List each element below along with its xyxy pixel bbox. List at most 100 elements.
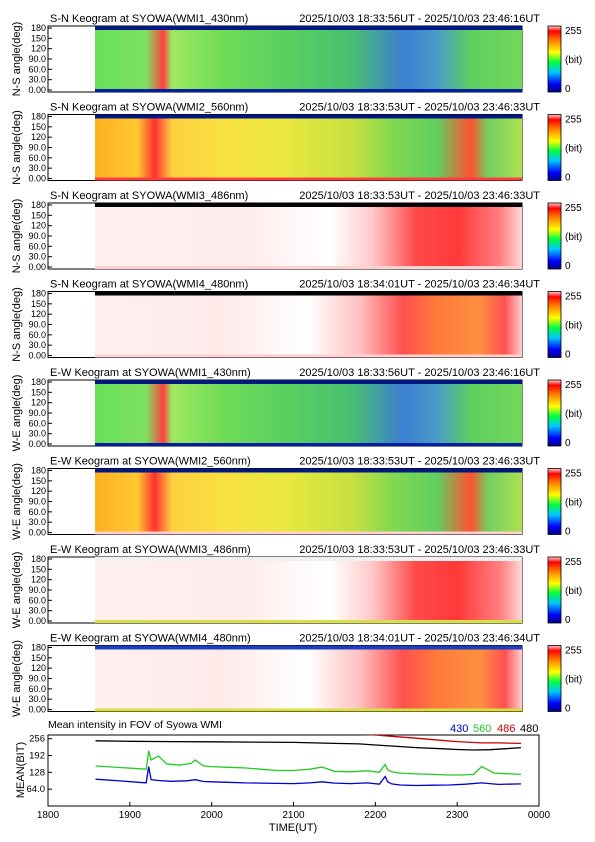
- colorbar-max: 255: [565, 469, 582, 480]
- keogram-bottom-band: [95, 89, 522, 92]
- chart-series: [95, 735, 522, 787]
- y-tick-label: 30.0: [28, 252, 46, 262]
- y-tick-label: 90.0: [28, 231, 46, 241]
- x-tick-label: 0000: [528, 810, 551, 821]
- panel-ylabel: W-E angle(deg): [11, 552, 23, 629]
- y-tick-label: 180: [31, 289, 46, 299]
- colorbar-max: 255: [565, 115, 582, 126]
- y-tick-label: 180: [31, 112, 46, 122]
- chart-ticks: 1800 1900 2000 2100 2200 2300 0000 64.0 128 192 25…: [27, 734, 551, 821]
- y-tick-label: 150: [31, 210, 46, 220]
- keogram-top-band: [95, 468, 522, 473]
- panel-ylabel: W-E angle(deg): [11, 463, 23, 540]
- mean-intensity-chart: Mean intensity in FOV of Syowa WMI 430 5…: [15, 719, 551, 834]
- keogram-bottom-band: [95, 708, 522, 712]
- colorbar-unit: (bit): [565, 586, 582, 597]
- legend-label-560: 560: [473, 723, 491, 735]
- y-tick-label: 30.0: [28, 340, 46, 350]
- panel-ylabel: N-S angle(deg): [11, 22, 23, 97]
- y-tick-label: 180: [31, 554, 46, 564]
- keogram-image: [95, 645, 522, 712]
- y-tick-label: 90.0: [28, 408, 46, 418]
- x-tick-label: 2000: [201, 810, 224, 821]
- y-tick-label: 60.0: [28, 507, 46, 517]
- y-tick-label: 90.0: [28, 674, 46, 684]
- y-tick-label: 120: [31, 132, 46, 142]
- y-tick-label: 60.0: [28, 241, 46, 251]
- y-tick-label: 256: [29, 734, 45, 745]
- colorbar-unit: (bit): [565, 144, 582, 155]
- keogram-panel-7: E-W Keogram at SYOWA(WMI3_486nm) 2025/10/…: [11, 544, 582, 628]
- panel-time-range: 2025/10/03 18:33:53UT - 2025/10/03 23:46…: [299, 190, 540, 202]
- y-tick-label: 0.00: [28, 174, 46, 184]
- y-tick-label: 150: [31, 299, 46, 309]
- keogram-top-band: [95, 26, 522, 30]
- keogram-top-band: [95, 645, 522, 650]
- colorbar-min: 0: [565, 173, 571, 184]
- colorbar: [547, 291, 562, 358]
- y-tick-label: 60.0: [28, 595, 46, 605]
- keogram-image: [95, 468, 522, 535]
- keogram-image: [95, 291, 522, 358]
- keogram-panel-5: E-W Keogram at SYOWA(WMI1_430nm) 2025/10/…: [11, 367, 582, 451]
- panel-title: S-N Keogram at SYOWA(WMI2_560nm): [50, 102, 248, 114]
- y-tick-label: 90.0: [28, 497, 46, 507]
- y-tick-label: 0.00: [28, 85, 46, 95]
- y-tick-label: 30.0: [28, 163, 46, 173]
- colorbar-min: 0: [565, 261, 571, 272]
- keogram-panel-8: E-W Keogram at SYOWA(WMI4_480nm) 2025/10/…: [11, 633, 582, 717]
- chart-title: Mean intensity in FOV of Syowa WMI: [48, 719, 222, 731]
- colorbar-unit: (bit): [565, 232, 582, 243]
- panel-time-range: 2025/10/03 18:33:53UT - 2025/10/03 23:46…: [299, 102, 540, 114]
- y-tick-label: 30.0: [28, 694, 46, 704]
- y-tick-label: 150: [31, 33, 46, 43]
- keogram-panel-1: S-N Keogram at SYOWA(WMI1_430nm) 2025/10/…: [11, 13, 582, 96]
- x-tick-label: 2100: [282, 810, 305, 821]
- colorbar: [547, 379, 562, 447]
- y-tick-label: 0.00: [28, 616, 46, 626]
- colorbar: [547, 556, 562, 624]
- y-tick-label: 180: [31, 23, 46, 33]
- keogram-image: [95, 203, 522, 269]
- y-tick-label: 120: [31, 309, 46, 319]
- x-tick-label: 1800: [37, 810, 60, 821]
- colorbar-max: 255: [565, 292, 582, 303]
- series-line-480: [95, 740, 522, 751]
- colorbar-min: 0: [565, 350, 571, 361]
- y-tick-label: 60.0: [28, 418, 46, 428]
- legend-label-480: 480: [520, 723, 538, 735]
- colorbar-unit: (bit): [565, 321, 582, 332]
- y-tick-label: 90.0: [28, 320, 46, 330]
- panel-title: E-W Keogram at SYOWA(WMI2_560nm): [50, 456, 251, 468]
- y-tick-label: 60.0: [28, 330, 46, 340]
- panel-title: S-N Keogram at SYOWA(WMI4_480nm): [50, 279, 248, 291]
- colorbar: [547, 25, 562, 93]
- series-line-486: [358, 735, 522, 745]
- keogram-panels: S-N Keogram at SYOWA(WMI1_430nm) 2025/10/…: [11, 13, 582, 717]
- keogram-panel-6: E-W Keogram at SYOWA(WMI2_560nm) 2025/10/…: [11, 456, 582, 540]
- y-tick-label: 30.0: [28, 517, 46, 527]
- y-tick-label: 0.00: [28, 528, 46, 538]
- keogram-bottom-band: [95, 354, 522, 358]
- legend-label-430: 430: [450, 723, 468, 735]
- y-tick-label: 30.0: [28, 429, 46, 439]
- y-tick-label: 64.0: [27, 784, 46, 795]
- legend-label-486: 486: [497, 723, 515, 735]
- series-line-560: [95, 750, 522, 776]
- colorbar: [547, 114, 562, 181]
- keogram-top-band: [95, 203, 522, 207]
- y-tick-label: 0.00: [28, 262, 46, 272]
- y-tick-label: 60.0: [28, 684, 46, 694]
- panel-time-range: 2025/10/03 18:33:56UT - 2025/10/03 23:46…: [299, 13, 540, 25]
- chart-ylabel: MEAN(BIT): [15, 742, 27, 798]
- keogram-bottom-band: [95, 266, 522, 269]
- colorbar-max: 255: [565, 380, 582, 391]
- y-tick-label: 90.0: [28, 54, 46, 64]
- keogram-top-band: [95, 114, 522, 119]
- y-tick-label: 120: [31, 221, 46, 231]
- colorbar: [547, 202, 562, 270]
- panel-ylabel: W-E angle(deg): [11, 375, 23, 452]
- keogram-image: [95, 114, 522, 181]
- panel-ylabel: W-E angle(deg): [11, 640, 23, 717]
